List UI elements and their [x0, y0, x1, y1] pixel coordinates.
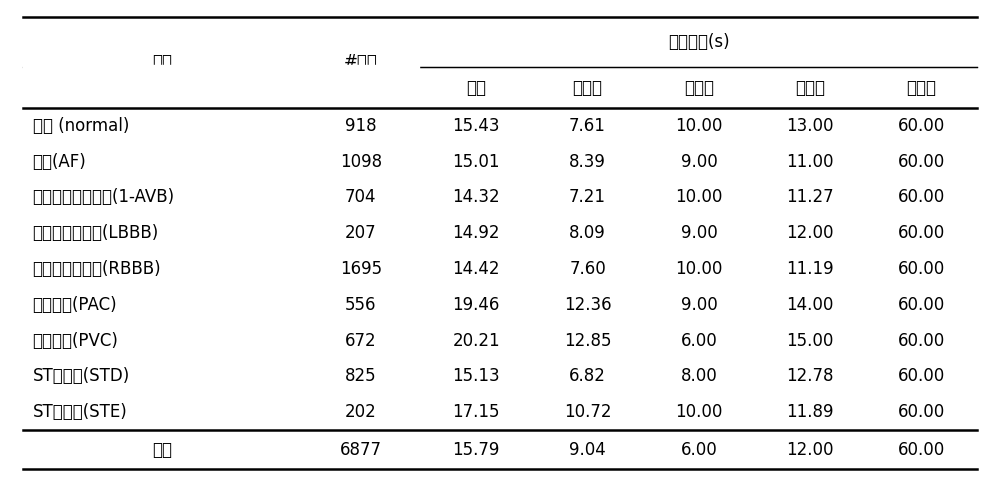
Text: 17.15: 17.15 [452, 403, 500, 421]
Text: 15.01: 15.01 [452, 153, 500, 170]
Text: 13.00: 13.00 [787, 117, 834, 135]
Text: 6.00: 6.00 [681, 440, 717, 459]
Text: 11.00: 11.00 [787, 153, 834, 170]
Text: 14.42: 14.42 [452, 260, 500, 278]
Text: 60.00: 60.00 [898, 224, 945, 242]
Text: 10.00: 10.00 [675, 188, 723, 206]
Text: 60.00: 60.00 [898, 260, 945, 278]
Text: 9.04: 9.04 [569, 440, 606, 459]
Text: 60.00: 60.00 [898, 153, 945, 170]
Text: 房颤(AF): 房颤(AF) [33, 153, 86, 170]
Text: 8.09: 8.09 [569, 224, 606, 242]
Text: 556: 556 [345, 296, 377, 314]
Text: 60.00: 60.00 [898, 440, 945, 459]
Text: 右束支传导阻滞(RBBB): 右束支传导阻滞(RBBB) [33, 260, 161, 278]
Text: 7.21: 7.21 [569, 188, 606, 206]
Text: 11.19: 11.19 [786, 260, 834, 278]
Text: 15.00: 15.00 [787, 331, 834, 350]
Text: 6877: 6877 [340, 440, 382, 459]
Text: 825: 825 [345, 368, 377, 385]
Text: 8.39: 8.39 [569, 153, 606, 170]
Text: 6.00: 6.00 [681, 331, 717, 350]
Text: 12.00: 12.00 [787, 224, 834, 242]
Text: 60.00: 60.00 [898, 296, 945, 314]
Text: 11.27: 11.27 [786, 188, 834, 206]
Text: 12.36: 12.36 [564, 296, 611, 314]
Text: 10.00: 10.00 [675, 260, 723, 278]
Text: 一度房室传导阻滞(1-AVB): 一度房室传导阻滞(1-AVB) [33, 188, 175, 206]
Text: 中位数: 中位数 [795, 79, 825, 97]
Text: 60.00: 60.00 [898, 331, 945, 350]
Text: ST段压低(STD): ST段压低(STD) [33, 368, 130, 385]
Text: 正常 (normal): 正常 (normal) [33, 117, 129, 135]
Text: 7.60: 7.60 [569, 260, 606, 278]
Text: ST段抬高(STE): ST段抬高(STE) [33, 403, 127, 421]
Text: 60.00: 60.00 [898, 368, 945, 385]
Text: 10.00: 10.00 [675, 403, 723, 421]
Text: 60.00: 60.00 [898, 188, 945, 206]
Text: 12.78: 12.78 [787, 368, 834, 385]
Text: 20.21: 20.21 [452, 331, 500, 350]
Text: 6.82: 6.82 [569, 368, 606, 385]
Text: 11.89: 11.89 [787, 403, 834, 421]
Text: 均值: 均值 [466, 79, 486, 97]
Text: 60.00: 60.00 [898, 117, 945, 135]
Text: 类型: 类型 [152, 54, 172, 71]
Text: 15.43: 15.43 [452, 117, 500, 135]
Text: 1695: 1695 [340, 260, 382, 278]
Text: 918: 918 [345, 117, 377, 135]
Text: 时间长度(s): 时间长度(s) [668, 33, 730, 51]
Text: 房性早搏(PAC): 房性早搏(PAC) [33, 296, 117, 314]
Text: 1098: 1098 [340, 153, 382, 170]
Text: 7.61: 7.61 [569, 117, 606, 135]
Text: 60.00: 60.00 [898, 403, 945, 421]
Text: 12.85: 12.85 [564, 331, 611, 350]
Text: 672: 672 [345, 331, 377, 350]
Text: 左束支传导阻滞(LBBB): 左束支传导阻滞(LBBB) [33, 224, 159, 242]
Text: 最小值: 最小值 [684, 79, 714, 97]
Text: 207: 207 [345, 224, 377, 242]
Text: 9.00: 9.00 [681, 153, 717, 170]
Text: 9.00: 9.00 [681, 296, 717, 314]
Text: 10.72: 10.72 [564, 403, 611, 421]
Text: 19.46: 19.46 [452, 296, 500, 314]
Text: 总计: 总计 [152, 440, 172, 459]
Text: 15.13: 15.13 [452, 368, 500, 385]
Text: 8.00: 8.00 [681, 368, 717, 385]
Bar [23, 65, 419, 70]
Text: 14.00: 14.00 [787, 296, 834, 314]
Text: 202: 202 [345, 403, 377, 421]
Text: 10.00: 10.00 [675, 117, 723, 135]
Text: 704: 704 [345, 188, 377, 206]
Text: 最大值: 最大值 [907, 79, 937, 97]
Text: 标准差: 标准差 [573, 79, 603, 97]
Text: 12.00: 12.00 [787, 440, 834, 459]
Text: #记录: #记录 [344, 54, 378, 71]
Text: 15.79: 15.79 [452, 440, 500, 459]
Text: 9.00: 9.00 [681, 224, 717, 242]
Text: 室性早搏(PVC): 室性早搏(PVC) [33, 331, 118, 350]
Text: 14.92: 14.92 [452, 224, 500, 242]
Text: 14.32: 14.32 [452, 188, 500, 206]
